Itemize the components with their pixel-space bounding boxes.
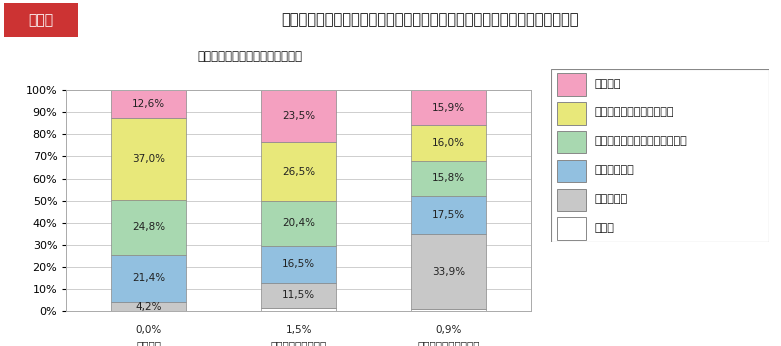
Text: 26,5%: 26,5% xyxy=(282,166,316,176)
Text: 4,2%: 4,2% xyxy=(136,302,162,312)
Text: 37,0%: 37,0% xyxy=(132,154,166,164)
Bar xyxy=(262,90,336,142)
Text: 12,6%: 12,6% xyxy=(132,99,166,109)
Text: 無回答: 無回答 xyxy=(594,223,614,233)
Bar xyxy=(262,142,336,201)
Text: 15,8%: 15,8% xyxy=(432,173,465,183)
Text: 11,5%: 11,5% xyxy=(282,290,316,300)
Text: 0,9%: 0,9% xyxy=(436,325,462,335)
Text: ときおり防災訓練に: ときおり防災訓練に xyxy=(270,340,327,346)
Text: 地域防災力は十分か（関与度別）: 地域防災力は十分か（関与度別） xyxy=(198,50,302,63)
Bar xyxy=(411,125,486,161)
Text: 17,5%: 17,5% xyxy=(432,210,465,220)
Bar xyxy=(262,246,336,283)
Text: 0,0%: 0,0% xyxy=(136,325,162,335)
Text: 図表９: 図表９ xyxy=(28,13,54,27)
Text: 24,8%: 24,8% xyxy=(132,222,166,232)
Bar xyxy=(557,102,586,125)
Bar xyxy=(112,302,187,311)
Text: どちらかと言えばそう思う: どちらかと言えばそう思う xyxy=(594,108,674,117)
Bar xyxy=(262,283,336,308)
Bar xyxy=(411,161,486,195)
Text: 20,4%: 20,4% xyxy=(282,218,316,228)
Text: 15,9%: 15,9% xyxy=(432,102,465,112)
Text: 積極的に: 積極的に xyxy=(137,340,162,346)
Bar xyxy=(112,255,187,302)
Bar xyxy=(262,201,336,246)
Bar xyxy=(411,309,486,311)
Text: 33,9%: 33,9% xyxy=(432,267,465,277)
Text: 23,5%: 23,5% xyxy=(282,111,316,121)
Bar xyxy=(411,195,486,234)
Bar xyxy=(557,189,586,211)
Bar xyxy=(262,308,336,311)
FancyBboxPatch shape xyxy=(4,3,78,37)
Bar xyxy=(112,200,187,255)
Bar xyxy=(557,160,586,182)
Text: どちらかと言えばそう思わない: どちらかと言えばそう思わない xyxy=(594,136,687,146)
Text: 16,5%: 16,5% xyxy=(282,260,316,269)
Bar xyxy=(557,73,586,96)
Bar xyxy=(112,90,187,118)
Bar xyxy=(411,234,486,309)
Bar xyxy=(557,131,586,153)
Text: 16,0%: 16,0% xyxy=(432,138,465,148)
Text: 1,5%: 1,5% xyxy=(286,325,312,335)
Text: 地域の防災活動に対する関与の度合いに応じた，地域防災力についての認識: 地域の防災活動に対する関与の度合いに応じた，地域防災力についての認識 xyxy=(281,12,578,27)
Text: そう思わない: そう思わない xyxy=(594,165,634,175)
Text: 特に何もしていない人: 特に何もしていない人 xyxy=(417,340,480,346)
Text: そう思う: そう思う xyxy=(594,79,621,89)
Bar xyxy=(112,118,187,200)
Text: わからない: わからない xyxy=(594,194,627,204)
Text: 21,4%: 21,4% xyxy=(132,273,166,283)
Bar xyxy=(411,90,486,125)
Bar xyxy=(557,217,586,240)
